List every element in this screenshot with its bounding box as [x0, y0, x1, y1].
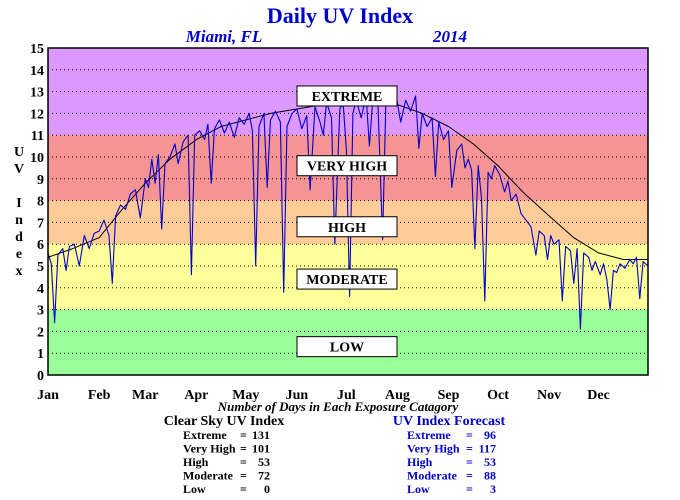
forecast-title: UV Index Forecast	[393, 414, 506, 429]
y-tick-label: 1	[37, 347, 44, 362]
x-tick-label: Oct	[487, 388, 509, 403]
summary-row-label: Moderate	[183, 469, 234, 483]
summary-row-value: 53	[258, 455, 270, 469]
band-label-box	[296, 85, 398, 107]
y-axis-letter: I	[16, 196, 21, 211]
clear-sky-summary: Clear Sky UV Index Extreme = 131 Very High =…	[164, 414, 284, 496]
summary-row-label: Low	[407, 482, 430, 496]
y-tick-label: 9	[37, 173, 44, 188]
forecast-summary: UV Index Forecast Extreme = 96 Very High = 11…	[393, 414, 506, 496]
summary-row-equals: =	[466, 442, 473, 456]
y-tick-label: 2	[37, 325, 44, 340]
band-label: VERY HIGH	[296, 155, 398, 177]
summary-row-value: 117	[479, 442, 496, 456]
x-tick-label: Aug	[385, 388, 410, 403]
y-tick-label: 15	[30, 42, 44, 57]
x-tick-label: Sep	[438, 388, 460, 403]
x-tick-label: May	[232, 388, 259, 403]
band-label-text: EXTREME	[312, 90, 383, 105]
summary-row-equals: =	[240, 482, 247, 496]
summary-row-value: 3	[490, 482, 496, 496]
x-tick-label: Nov	[537, 388, 561, 403]
band-label-box	[296, 155, 398, 177]
y-tick-label: 0	[37, 369, 44, 384]
y-tick-label: 13	[30, 86, 44, 101]
x-tick-label: Apr	[184, 388, 208, 403]
band-label: EXTREME	[296, 85, 398, 107]
y-tick-label: 4	[37, 282, 44, 297]
summary-row-value: 101	[252, 442, 270, 456]
summary-row-label: High	[407, 455, 433, 469]
band-label-text: LOW	[330, 341, 364, 356]
band-label-box	[296, 336, 398, 358]
chart-year: 2014	[432, 27, 467, 46]
days-caption: Number of Days in Each Exposure Catagory	[217, 399, 459, 414]
summary-row-equals: =	[466, 455, 473, 469]
summary-row-value: 96	[484, 428, 496, 442]
summary-row-label: Extreme	[183, 428, 227, 442]
summary-row-value: 0	[264, 482, 270, 496]
summary-row-equals: =	[240, 455, 247, 469]
chart-location: Miami, FL	[185, 27, 263, 46]
y-axis-letter: e	[16, 247, 22, 262]
summary-row-equals: =	[466, 482, 473, 496]
band-label-text: HIGH	[328, 221, 366, 236]
summary-row-label: Low	[183, 482, 206, 496]
band-label: HIGH	[296, 216, 398, 238]
y-tick-label: 7	[37, 216, 44, 231]
summary-row-equals: =	[240, 442, 247, 456]
y-tick-label: 6	[37, 238, 44, 253]
summary-row-label: Extreme	[407, 428, 451, 442]
x-tick-label: Dec	[587, 388, 610, 403]
summary-row-label: Moderate	[407, 469, 458, 483]
y-tick-label: 11	[31, 129, 44, 144]
summary-row-label: Very High	[183, 442, 236, 456]
y-tick-label: 8	[37, 195, 44, 210]
band-label: MODERATE	[296, 268, 398, 290]
band-label-text: VERY HIGH	[307, 160, 387, 175]
band-label-box	[296, 268, 398, 290]
chart-title: Daily UV Index	[267, 3, 413, 28]
y-axis-label: U V I n d e x	[14, 145, 24, 279]
band-label-box	[296, 216, 398, 238]
y-axis-letter: d	[15, 230, 23, 245]
summary-row-value: 88	[484, 469, 496, 483]
band-label: LOW	[296, 336, 398, 358]
summary-row-value: 131	[252, 428, 270, 442]
y-tick-label: 3	[37, 304, 44, 319]
plot-frame	[47, 47, 649, 376]
clear-sky-title: Clear Sky UV Index	[164, 414, 284, 429]
x-tick-label: Feb	[88, 388, 111, 403]
summary-row-equals: =	[240, 428, 247, 442]
y-axis-letter: x	[16, 264, 23, 279]
summary-row-equals: =	[466, 428, 473, 442]
summary-row-equals: =	[466, 469, 473, 483]
uv-forecast-line	[47, 93, 649, 330]
band-label-text: MODERATE	[306, 273, 387, 288]
x-tick-label: Jan	[37, 388, 59, 403]
y-axis-letter: n	[15, 213, 23, 228]
y-tick-label: 10	[30, 151, 44, 166]
y-axis-letter: U	[14, 145, 24, 160]
y-tick-label: 14	[30, 64, 44, 79]
y-axis-letter: V	[14, 162, 24, 177]
summary-row-value: 53	[484, 455, 496, 469]
summary-row-value: 72	[258, 469, 270, 483]
summary-row-label: High	[183, 455, 209, 469]
x-tick-label: Jun	[286, 388, 309, 403]
summary-row-label: Very High	[407, 442, 460, 456]
x-tick-label: Jul	[337, 388, 356, 403]
y-tick-label: 5	[37, 260, 44, 275]
summary-row-equals: =	[240, 469, 247, 483]
x-tick-label: Mar	[132, 388, 158, 403]
y-tick-label: 12	[30, 107, 44, 122]
x-tick-labels: Jan Feb Mar Apr May Jun Jul Aug Sep Oct Nov Dec	[37, 388, 610, 403]
band-labels: EXTREME VERY HIGH HIGH MODERATE LOW	[296, 85, 398, 358]
